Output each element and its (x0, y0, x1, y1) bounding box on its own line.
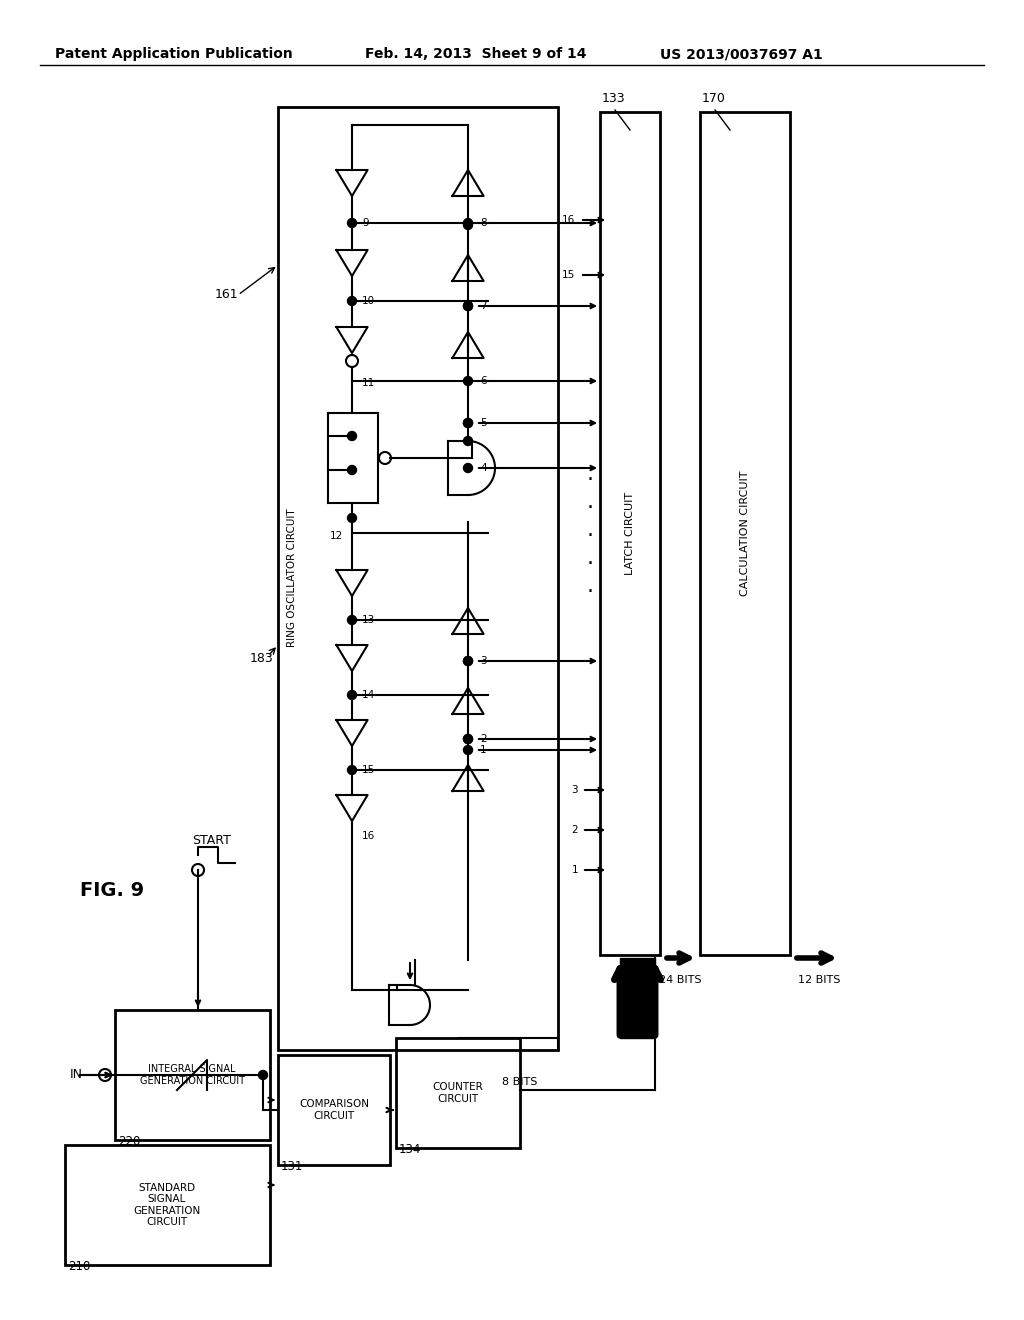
Circle shape (347, 466, 356, 474)
Circle shape (464, 437, 472, 446)
Circle shape (464, 220, 472, 230)
Bar (700, 112, 790, 954)
Text: 210: 210 (68, 1261, 90, 1272)
Bar (396, 1038, 520, 1148)
Text: START: START (193, 833, 231, 846)
Text: Feb. 14, 2013  Sheet 9 of 14: Feb. 14, 2013 Sheet 9 of 14 (365, 48, 587, 61)
Text: ·: · (587, 554, 594, 574)
Circle shape (464, 219, 472, 227)
Circle shape (347, 297, 356, 305)
Circle shape (464, 656, 472, 665)
Circle shape (464, 418, 472, 428)
Text: COUNTER
CIRCUIT: COUNTER CIRCUIT (432, 1082, 483, 1104)
Text: 15: 15 (362, 766, 375, 775)
Text: COMPARISON
CIRCUIT: COMPARISON CIRCUIT (299, 1100, 369, 1121)
Circle shape (347, 690, 356, 700)
Text: 133: 133 (602, 92, 626, 106)
Circle shape (464, 746, 472, 755)
Text: US 2013/0037697 A1: US 2013/0037697 A1 (660, 48, 822, 61)
Circle shape (347, 513, 356, 523)
Text: LATCH CIRCUIT: LATCH CIRCUIT (625, 491, 635, 574)
Text: 2: 2 (480, 734, 486, 744)
Circle shape (258, 1071, 267, 1080)
Text: 134: 134 (399, 1143, 421, 1156)
Circle shape (464, 301, 472, 310)
Text: CALCULATION CIRCUIT: CALCULATION CIRCUIT (740, 470, 750, 595)
Bar (115, 1010, 270, 1140)
Text: 15: 15 (562, 271, 575, 280)
Text: IN: IN (70, 1068, 83, 1081)
Text: 2: 2 (571, 825, 578, 836)
Circle shape (347, 766, 356, 775)
Text: 3: 3 (571, 785, 578, 795)
Text: FIG. 9: FIG. 9 (80, 880, 144, 899)
Text: 5: 5 (480, 418, 486, 428)
Text: 16: 16 (562, 215, 575, 224)
Text: 131: 131 (281, 1160, 303, 1173)
Text: 1: 1 (571, 865, 578, 875)
Bar (65, 1144, 270, 1265)
Circle shape (464, 418, 472, 428)
Text: 16: 16 (362, 832, 375, 841)
Bar (278, 1055, 390, 1166)
Bar (278, 107, 558, 1049)
Circle shape (347, 615, 356, 624)
Text: 12 BITS: 12 BITS (798, 975, 841, 985)
Text: 10: 10 (362, 296, 375, 306)
Circle shape (464, 656, 472, 665)
Circle shape (464, 301, 472, 310)
Text: 13: 13 (362, 615, 375, 624)
Text: 8: 8 (480, 218, 486, 228)
Text: INTEGRAL SIGNAL
GENERATION CIRCUIT: INTEGRAL SIGNAL GENERATION CIRCUIT (139, 1064, 245, 1086)
Text: 9: 9 (362, 218, 369, 228)
Text: 1: 1 (480, 744, 486, 755)
Text: 220: 220 (118, 1135, 140, 1148)
Circle shape (347, 219, 356, 227)
Text: 161: 161 (215, 289, 239, 301)
Text: 4: 4 (480, 463, 486, 473)
Circle shape (464, 734, 472, 743)
Text: 8 BITS: 8 BITS (503, 1077, 538, 1086)
Bar (600, 112, 660, 954)
Text: ·: · (587, 470, 594, 490)
Circle shape (464, 463, 472, 473)
Text: 6: 6 (480, 376, 486, 385)
Text: 170: 170 (702, 92, 726, 106)
Circle shape (464, 376, 472, 385)
Circle shape (347, 432, 356, 441)
Text: 11: 11 (362, 378, 375, 388)
Text: ·: · (587, 498, 594, 517)
Text: Patent Application Publication: Patent Application Publication (55, 48, 293, 61)
Text: 24 BITS: 24 BITS (658, 975, 701, 985)
Text: 14: 14 (362, 690, 375, 700)
Text: 12: 12 (330, 531, 343, 541)
Text: ·: · (587, 582, 594, 602)
Text: RING OSCILLATOR CIRCUIT: RING OSCILLATOR CIRCUIT (287, 508, 297, 647)
Text: 183: 183 (250, 652, 273, 664)
Text: 7: 7 (480, 301, 486, 312)
Circle shape (464, 734, 472, 743)
Text: ·: · (587, 525, 594, 546)
Text: STANDARD
SIGNAL
GENERATION
CIRCUIT: STANDARD SIGNAL GENERATION CIRCUIT (133, 1183, 201, 1228)
Text: 3: 3 (480, 656, 486, 667)
